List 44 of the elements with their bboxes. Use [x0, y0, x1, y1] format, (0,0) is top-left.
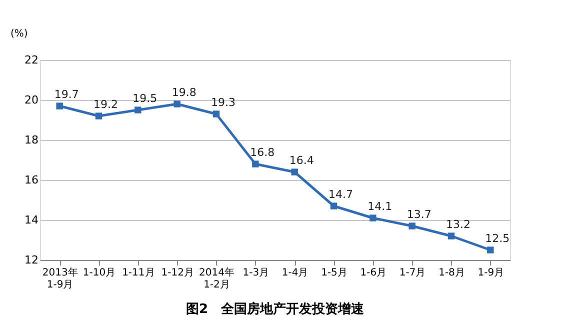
point	[134, 106, 142, 114]
text: 图2 全国房地产开发投资增速	[186, 301, 366, 317]
x-tick-label: 1-8月	[438, 268, 465, 278]
x-tick-label: 1-9月	[478, 268, 504, 278]
point	[212, 110, 220, 118]
x-tick-label: 1-6月	[360, 268, 387, 278]
x-tick-label: 1-4月	[282, 268, 308, 278]
x-tick-label: 1-3月	[242, 268, 270, 278]
point	[95, 112, 102, 120]
data-label: 19.8	[172, 86, 196, 99]
point	[448, 232, 455, 240]
x-tick-label: 2014年 1-2月	[199, 266, 234, 290]
data-label: 14.1	[368, 200, 392, 213]
y-tick-label: 20	[24, 94, 38, 106]
y-tick-label: 12	[24, 254, 38, 266]
point	[56, 102, 63, 110]
x-tick-label: 1-5月	[321, 268, 348, 278]
point	[174, 100, 180, 108]
data-label: 13.2	[446, 218, 470, 231]
point	[330, 202, 338, 210]
data-label: 14.7	[328, 188, 353, 201]
data-label: 19.7	[54, 88, 79, 101]
x-tick-label: 1-12月	[161, 268, 194, 278]
y-tick-label: 18	[24, 134, 38, 146]
y-axis-title: (%)	[10, 28, 28, 40]
point	[370, 214, 376, 222]
data-label: 19.3	[211, 96, 236, 109]
x-tick-label: 1-7月	[399, 268, 426, 278]
y-tick-label: 14	[24, 214, 38, 226]
y-tick-label: 16	[24, 174, 38, 186]
y-tick-label: 22	[24, 54, 38, 66]
x-tick-label: 1-11月	[122, 268, 155, 278]
data-label: 16.4	[289, 154, 314, 167]
data-label: 16.8	[250, 146, 275, 159]
data-label: 19.2	[94, 98, 118, 111]
x-tick-label: 2013年 1-9月	[42, 266, 78, 290]
point	[408, 222, 416, 230]
data-label: 13.7	[406, 208, 432, 221]
point	[291, 168, 298, 176]
data-label: 12.5	[485, 232, 510, 245]
point	[252, 160, 259, 168]
data-label: 19.5	[132, 92, 158, 105]
point	[487, 246, 494, 254]
x-tick-label: 1-10月	[82, 268, 116, 278]
